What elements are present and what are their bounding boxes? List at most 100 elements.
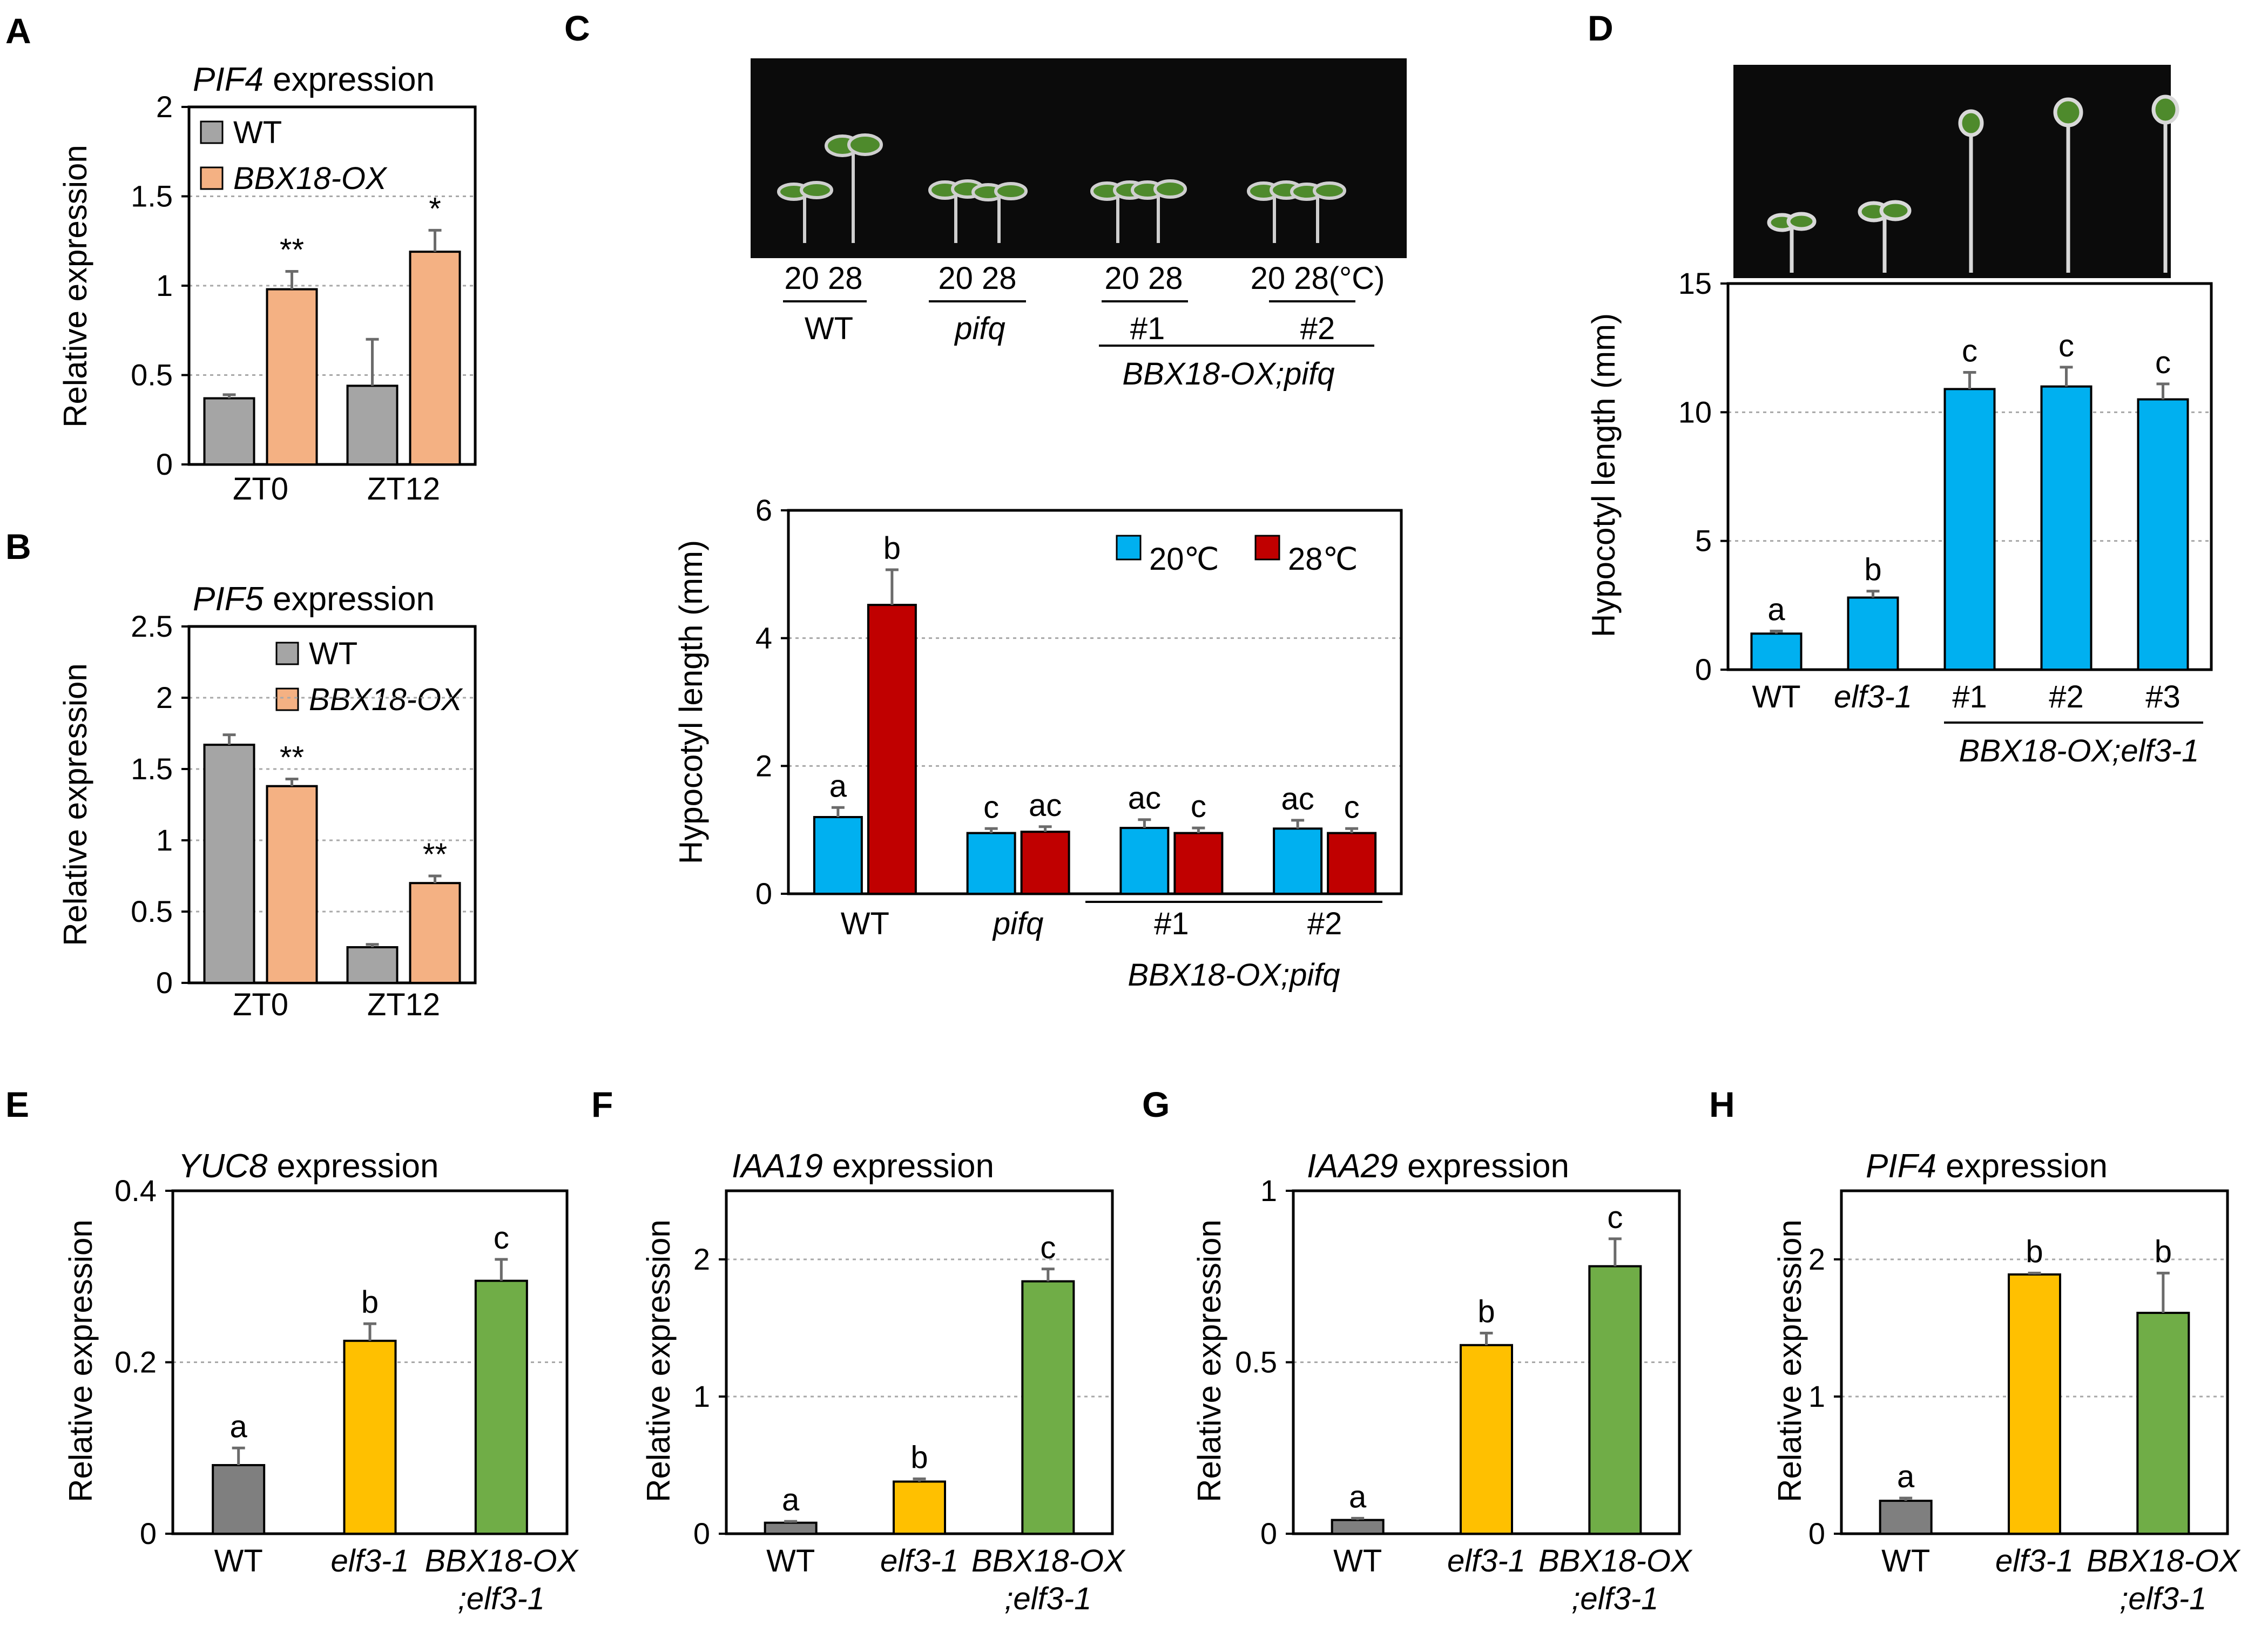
y-axis-label: Relative expression — [57, 663, 93, 946]
significance-label: ac — [1128, 781, 1161, 816]
bar-bbx18-ox-elf3-1-relative-expression — [1021, 1280, 1075, 1535]
bar-zt12-wt — [346, 946, 399, 984]
panel-letter-e: E — [5, 1084, 29, 1124]
x-category-label: WT — [766, 1543, 815, 1579]
x-category-label: WT — [841, 906, 889, 941]
significance-label: ac — [1281, 781, 1314, 817]
y-tick-label: 0.4 — [114, 1174, 157, 1208]
y-tick-label: 0.2 — [114, 1345, 157, 1379]
panel-a-title: PIF4 expression — [193, 61, 435, 98]
x-category-label: pifq — [992, 906, 1044, 941]
panel-c-legend: 20℃ 28℃ — [1116, 535, 1358, 577]
x-category-label: #1 — [1952, 679, 1987, 714]
bar-wt-28 — [867, 604, 917, 895]
bar-2-20 — [1273, 827, 1323, 895]
bar-elf3-1-relative-expression — [2008, 1273, 2061, 1535]
y-tick-label: 0 — [140, 1516, 157, 1550]
y-tick-label: 0 — [1695, 652, 1712, 686]
significance-label: b — [883, 531, 901, 566]
y-tick-label: 1.5 — [131, 179, 173, 213]
x-category-label: #1 — [1154, 906, 1189, 941]
legend-label-bbx18-ox: BBX18-OX — [233, 161, 388, 196]
seedlings — [777, 133, 1346, 243]
x-category-label: WT — [1752, 679, 1800, 714]
x-category-label: ZT12 — [367, 471, 440, 507]
plot-frame — [187, 625, 477, 984]
legend-swatch-wt — [200, 120, 224, 144]
panel-letter-f: F — [591, 1084, 613, 1124]
photo-temps-wt: 20 28 — [784, 261, 862, 296]
y-tick-label: 15 — [1678, 266, 1712, 300]
bar-elf3-1-relative-expression — [893, 1480, 946, 1535]
significance-label: b — [2026, 1234, 2043, 1269]
panel-letter-a: A — [5, 11, 31, 51]
significance-label: b — [1864, 552, 1881, 588]
y-tick-label: 2 — [755, 748, 772, 783]
x-category-label: BBX18-OX ;elf3-1 — [1538, 1543, 1693, 1616]
bar-zt0-wt — [203, 744, 255, 984]
y-axis-label: Relative expression — [57, 145, 93, 428]
bar-elf3-1-hypocotyl-length — [1847, 596, 1899, 671]
panel-d-bracket-label: BBX18-OX;elf3-1 — [1959, 733, 2199, 768]
significance-label: c — [1607, 1200, 1623, 1235]
bar-zt0-bbx18-ox — [266, 785, 318, 984]
y-axis-label: Hypocotyl length (mm) — [673, 540, 709, 864]
bar-zt12-bbx18-ox — [409, 882, 461, 984]
bar-zt0-bbx18-ox — [266, 288, 318, 466]
bar-elf3-1-relative-expression — [1460, 1344, 1513, 1535]
x-category-label: ZT0 — [233, 471, 288, 507]
legend-swatch-bbx18-ox — [275, 687, 299, 711]
x-category-label: BBX18-OX ;elf3-1 — [2087, 1543, 2241, 1616]
seedlings — [1767, 95, 2179, 273]
bar-1-20 — [1119, 827, 1170, 895]
bar-bbx18-ox-elf3-1-relative-expression — [2136, 1312, 2190, 1535]
y-tick-label: 4 — [755, 621, 772, 655]
y-tick-label: 1.5 — [131, 752, 173, 786]
significance-label: c — [983, 790, 999, 825]
y-tick-label: 0.5 — [1235, 1345, 1277, 1379]
y-tick-label: 6 — [755, 493, 772, 527]
x-category-label: #3 — [2145, 679, 2181, 714]
x-category-label: #2 — [2049, 679, 2084, 714]
bar-bbx18-ox-elf3-1-relative-expression — [474, 1279, 528, 1535]
x-category-label: elf3-1 — [1834, 679, 1912, 714]
chart-b: 0 0.5 1 1.5 2 2.5 Relative expression ** ZT0 ** ZT… — [57, 609, 477, 1022]
significance-label: a — [1349, 1479, 1367, 1514]
x-category-label: elf3-1 — [1995, 1543, 2074, 1579]
y-tick-label: 1 — [1808, 1379, 1825, 1413]
legend-label-20c: 20℃ — [1149, 542, 1219, 577]
panel-c-photo: 20 28 20 28 20 28 20 28(°C) WT pifq #1 #… — [751, 58, 1407, 392]
plot-frame — [787, 509, 1403, 895]
y-tick-label: 0 — [1260, 1516, 1277, 1550]
bar-1-hypocotyl-length — [1943, 388, 1996, 671]
x-category-label: WT — [1333, 1543, 1382, 1579]
y-tick-label: 1 — [156, 823, 173, 857]
significance-label: b — [910, 1440, 928, 1475]
legend-label-wt: WT — [309, 636, 357, 671]
panel-d-photo — [1733, 65, 2179, 278]
x-category-label: #2 — [1307, 906, 1342, 941]
bar-bbx18-ox-elf3-1-relative-expression — [1588, 1265, 1642, 1535]
legend-label-wt: WT — [233, 115, 282, 150]
x-category-label: elf3-1 — [1447, 1543, 1526, 1579]
panel-letter-h: H — [1709, 1084, 1735, 1124]
significance-label: c — [1962, 333, 1977, 368]
legend-swatch-bbx18-ox — [200, 166, 224, 190]
bar-2-hypocotyl-length — [2040, 385, 2092, 671]
significance-label: ac — [1029, 788, 1062, 823]
bar-wt-hypocotyl-length — [1750, 632, 1803, 671]
photo-temps-pifq: 20 28 — [938, 261, 1016, 296]
chart-e: 0 0.2 0.4 Relative expression a WT b elf3-1 c BBX… — [63, 1174, 579, 1616]
y-axis-label: Relative expression — [1191, 1219, 1227, 1502]
seedling-photo — [1733, 65, 2171, 278]
panel-f-title: IAA19 expression — [732, 1148, 994, 1185]
y-tick-label: 2 — [156, 90, 173, 124]
panel-letter-g: G — [1142, 1084, 1170, 1124]
y-axis-label: Relative expression — [1772, 1219, 1808, 1502]
bar-2-28 — [1327, 832, 1377, 895]
significance-label: a — [1767, 592, 1785, 628]
y-axis-label: Hypocotyl length (mm) — [1585, 313, 1622, 637]
significance-label: c — [1191, 789, 1206, 824]
